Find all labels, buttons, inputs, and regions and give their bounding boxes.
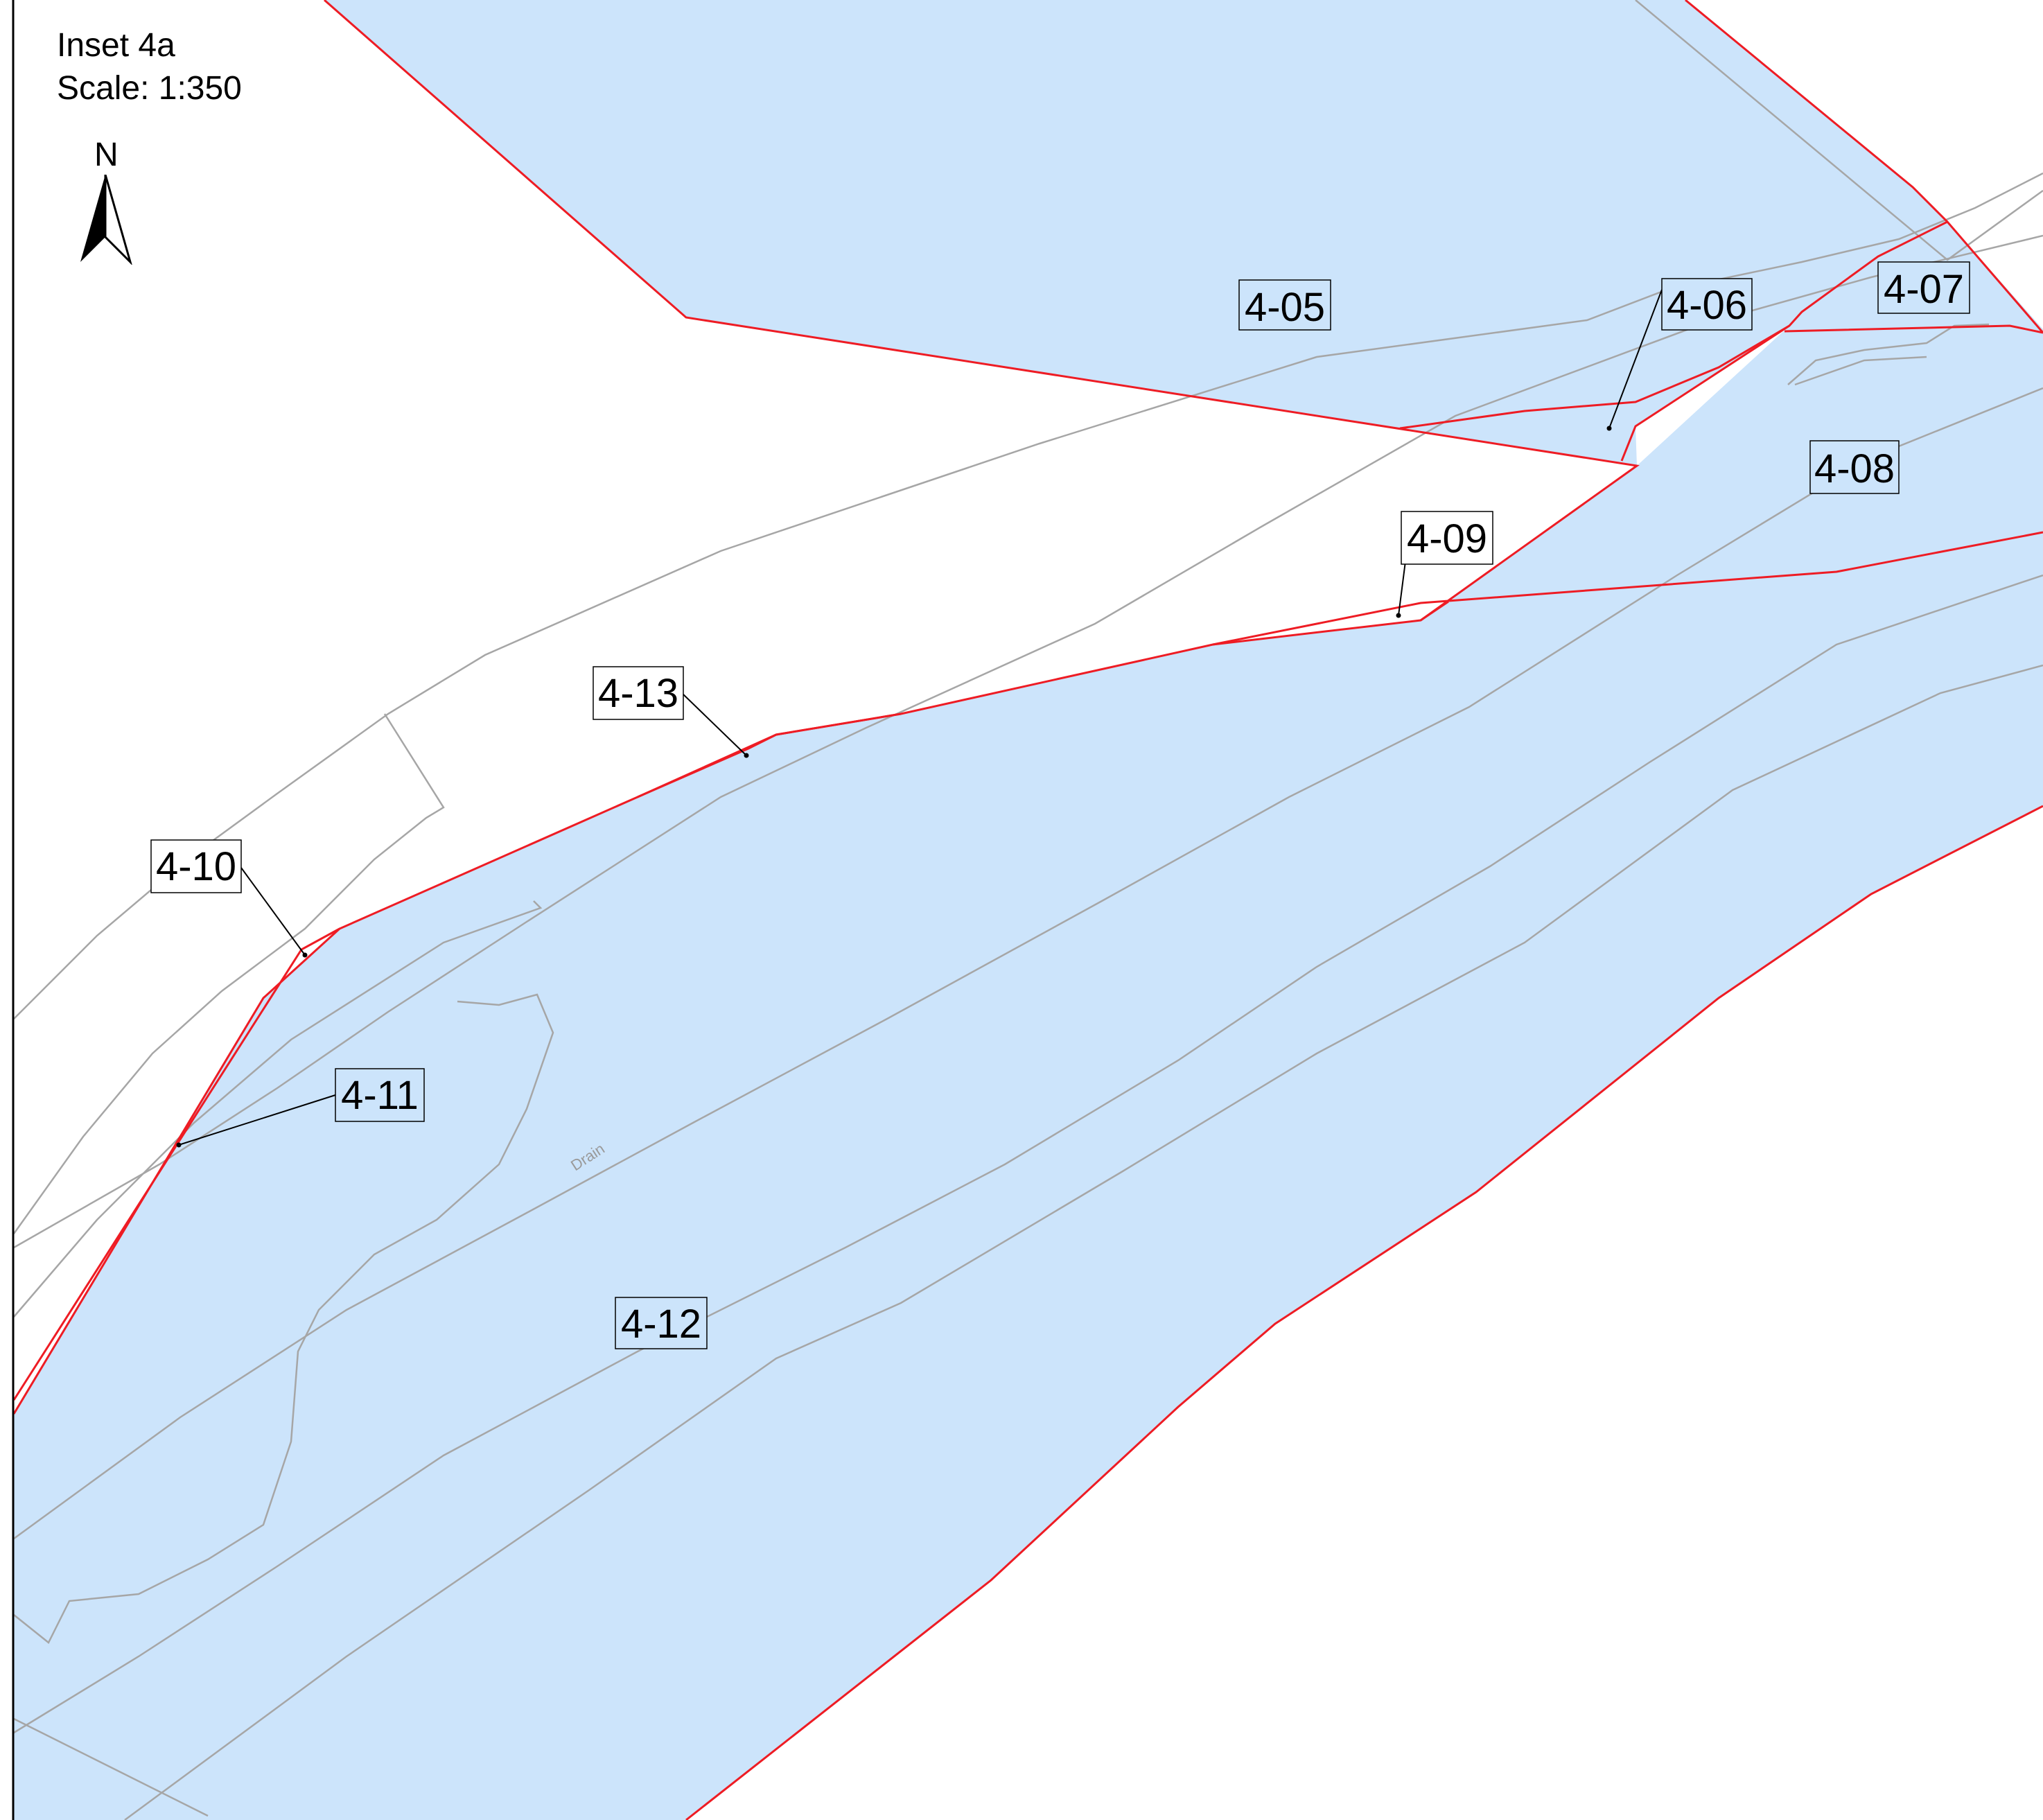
parcel-fills [14,0,2043,1820]
parcel-label-4-07: 4-07 [1877,261,1970,314]
scale-label: Scale: 1:350 [57,70,242,107]
north-letter: N [94,137,119,173]
leader-dot-4-11 [176,1142,182,1148]
parcel-large-area [14,222,2043,1820]
parcel-label-4-06: 4-06 [1661,278,1753,331]
leader-4-06 [1608,289,1663,429]
leader-4-11 [178,1094,336,1146]
svg-text:4-10: 4-10 [156,844,236,889]
svg-text:4-07: 4-07 [1884,267,1964,312]
leader-dots [176,426,1612,1148]
leader-dot-4-06 [1606,426,1612,431]
svg-text:4-12: 4-12 [621,1302,701,1347]
leader-dot-4-13 [744,753,749,758]
parcel-label-4-09: 4-09 [1401,511,1493,565]
inset-title: Inset 4a [57,27,175,64]
leader-lines [178,289,1663,1146]
parcel-label-4-08: 4-08 [1809,440,1900,494]
parcel-label-4-05: 4-05 [1238,279,1331,331]
svg-text:4-06: 4-06 [1667,283,1747,328]
parcel-label-4-13: 4-13 [593,666,684,720]
parcel-4-05-area [324,0,2043,466]
parcel-label-4-12: 4-12 [615,1297,708,1349]
svg-text:4-08: 4-08 [1814,446,1895,491]
leader-4-09 [1398,561,1406,616]
base-map-lines [12,0,2043,1820]
leader-dot-4-10 [302,952,308,958]
svg-text:4-13: 4-13 [598,671,678,716]
svg-text:4-05: 4-05 [1245,285,1325,330]
parcel-label-4-11: 4-11 [335,1068,425,1122]
svg-text:4-09: 4-09 [1407,516,1487,561]
leader-4-13 [681,692,747,756]
leader-4-10 [240,867,306,956]
leader-dot-4-09 [1396,613,1401,618]
svg-text:4-11: 4-11 [341,1073,419,1118]
parcel-label-4-10: 4-10 [150,839,242,893]
north-arrow-icon [80,175,132,265]
